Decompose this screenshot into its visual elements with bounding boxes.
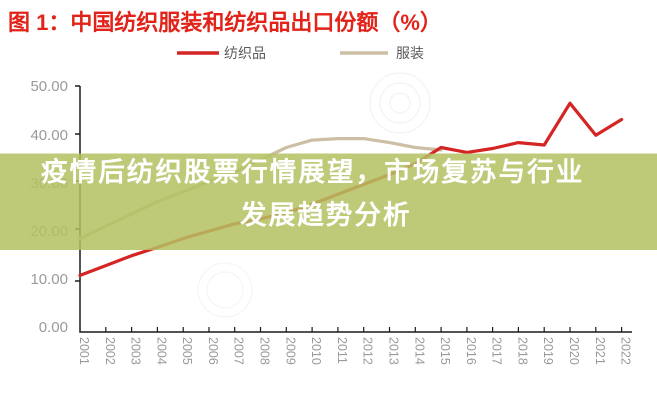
svg-text:2006: 2006 xyxy=(206,337,220,365)
svg-text:2009: 2009 xyxy=(283,337,297,365)
svg-text:50.00: 50.00 xyxy=(30,78,68,95)
svg-text:2013: 2013 xyxy=(387,337,401,365)
svg-text:2021: 2021 xyxy=(593,337,607,365)
svg-text:2003: 2003 xyxy=(129,337,143,365)
svg-text:2002: 2002 xyxy=(103,337,117,365)
svg-text:2022: 2022 xyxy=(619,337,633,365)
svg-text:2019: 2019 xyxy=(541,337,555,365)
svg-text:疫情后纺织股票行情展望，市场复苏与行业: 疫情后纺织股票行情展望，市场复苏与行业 xyxy=(41,157,584,187)
svg-text:2008: 2008 xyxy=(258,337,272,365)
svg-text:2001: 2001 xyxy=(77,337,91,365)
svg-text:2010: 2010 xyxy=(309,337,323,365)
svg-text:2004: 2004 xyxy=(154,337,168,365)
svg-text:服装: 服装 xyxy=(396,45,424,61)
svg-text:10.00: 10.00 xyxy=(30,271,68,288)
svg-text:发展趋势分析: 发展趋势分析 xyxy=(239,200,412,230)
svg-text:2005: 2005 xyxy=(180,337,194,365)
svg-text:2017: 2017 xyxy=(490,337,504,365)
svg-text:2015: 2015 xyxy=(438,337,452,365)
svg-text:2020: 2020 xyxy=(567,337,581,365)
svg-text:纺织品: 纺织品 xyxy=(224,45,266,61)
svg-text:2011: 2011 xyxy=(335,337,349,364)
svg-text:0.00: 0.00 xyxy=(39,319,68,336)
svg-text:40.00: 40.00 xyxy=(30,127,68,144)
svg-text:2012: 2012 xyxy=(361,337,375,365)
svg-text:2016: 2016 xyxy=(464,337,478,365)
svg-text:2007: 2007 xyxy=(232,337,246,365)
svg-text:2014: 2014 xyxy=(412,337,426,365)
svg-text:2018: 2018 xyxy=(515,337,529,365)
